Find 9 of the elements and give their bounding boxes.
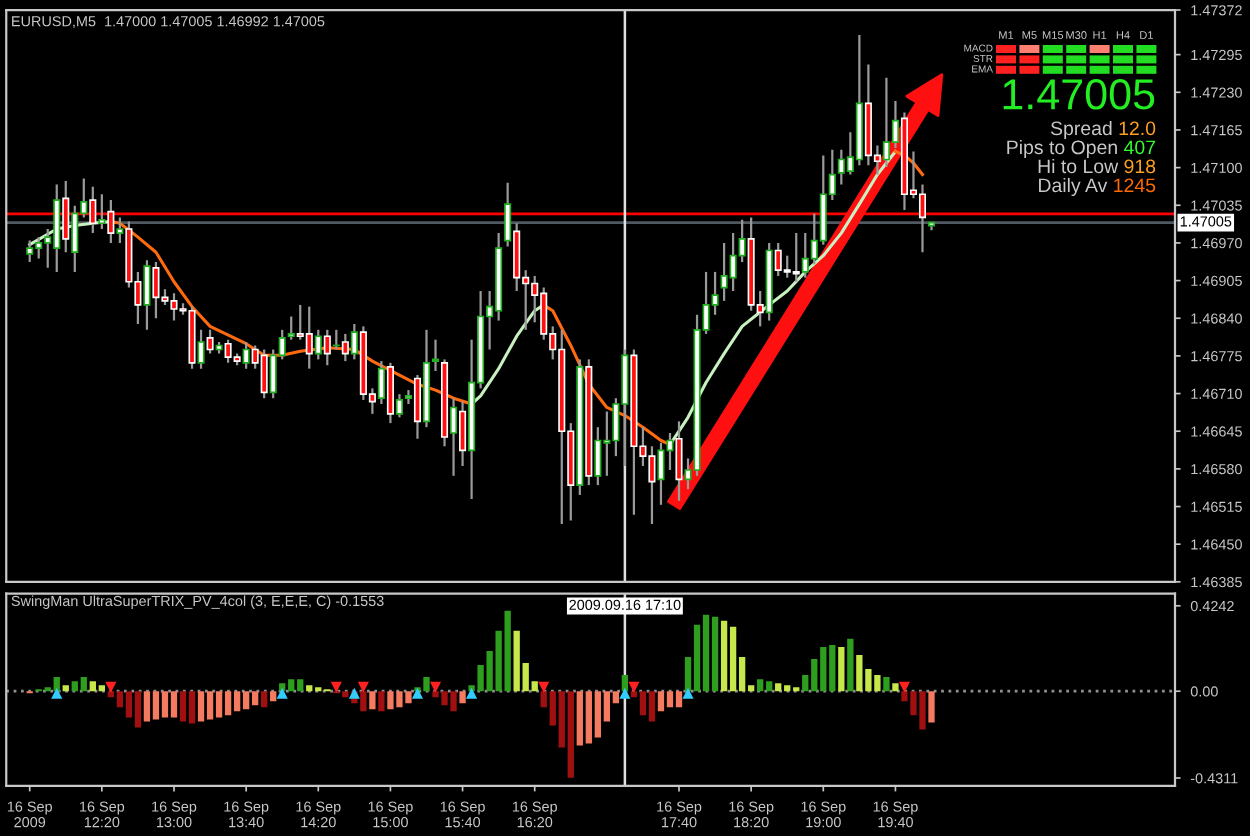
text: 1.47005 xyxy=(1003,79,1155,110)
annotation: Hi to Low xyxy=(1038,158,1119,174)
annotation: Pips to Open xyxy=(1007,139,1117,159)
annotation: Spread xyxy=(1050,120,1112,140)
annotation: 918 xyxy=(1124,159,1156,174)
annotation: 1245 xyxy=(1114,178,1156,193)
annotation: Daily Av xyxy=(1039,177,1108,197)
annotation: 407 xyxy=(1124,140,1156,155)
annotation: 12.0 xyxy=(1119,121,1156,136)
